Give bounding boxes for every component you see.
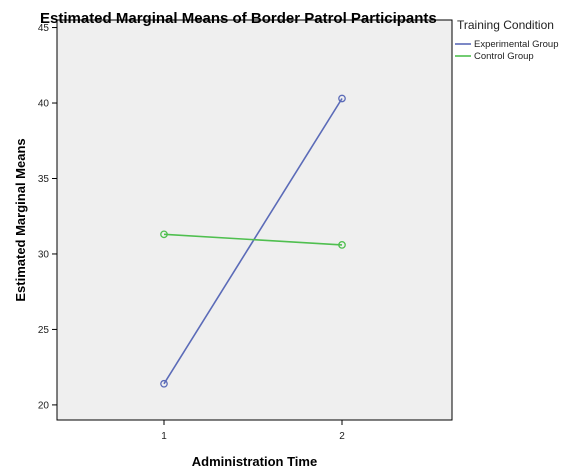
x-tick-label: 2	[339, 431, 345, 442]
chart-title: Estimated Marginal Means of Border Patro…	[40, 10, 437, 27]
plot-area	[56, 19, 453, 421]
series-control-group	[160, 230, 346, 249]
y-tick-label: 25	[38, 325, 50, 336]
data-point	[160, 230, 168, 239]
series-line	[163, 98, 343, 385]
series-experimental-group	[160, 94, 346, 388]
y-tick-label: 20	[38, 400, 50, 411]
y-tick-label: 45	[38, 23, 50, 34]
legend-label: Control Group	[474, 51, 534, 62]
series-line	[163, 233, 343, 246]
data-point	[338, 94, 346, 103]
legend: Training Condition Experimental GroupCon…	[455, 18, 558, 62]
y-tick-label: 35	[38, 174, 50, 185]
series-layer	[160, 94, 346, 388]
legend-title: Training Condition	[457, 18, 554, 32]
data-point	[160, 379, 168, 388]
y-tick-label: 40	[38, 99, 50, 110]
data-point	[338, 241, 346, 249]
y-tick-label: 30	[38, 249, 50, 260]
x-tick-label: 1	[161, 431, 167, 442]
y-axis-label: Estimated Marginal Means	[13, 138, 28, 301]
x-axis-label: Administration Time	[192, 454, 317, 469]
legend-label: Experimental Group	[474, 39, 558, 50]
axes: 20 25 30 35 40 45 1 2	[38, 23, 345, 442]
